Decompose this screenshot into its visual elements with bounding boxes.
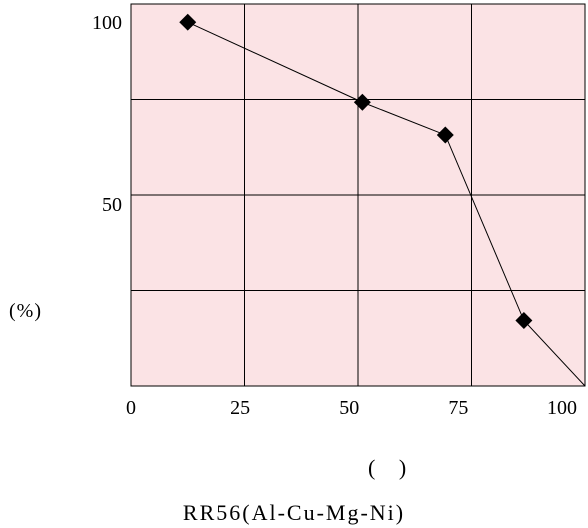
x-tick-label: 75 <box>448 397 468 419</box>
axes <box>130 3 586 387</box>
data-point-marker <box>436 126 454 144</box>
chart-caption: RR56(Al-Cu-Mg-Ni) <box>182 500 406 525</box>
x-tick-label: 50 <box>339 397 359 419</box>
y-tick-label: 100 <box>92 12 122 34</box>
y-axis-label: (%) <box>9 300 42 322</box>
data-point-marker <box>353 93 371 111</box>
data-point-marker <box>515 312 533 329</box>
y-tick-label: 50 <box>102 194 122 216</box>
x-tick-label: 25 <box>230 397 250 419</box>
plot-frame <box>130 3 586 387</box>
y-tick-labels: 100 50 <box>92 12 122 216</box>
x-axis-label: ( ) <box>368 455 407 480</box>
x-tick-label: 0 <box>126 397 136 419</box>
x-tick-labels: 0 25 50 75 100 <box>126 397 577 419</box>
x-tick-label: 100 <box>547 397 577 419</box>
